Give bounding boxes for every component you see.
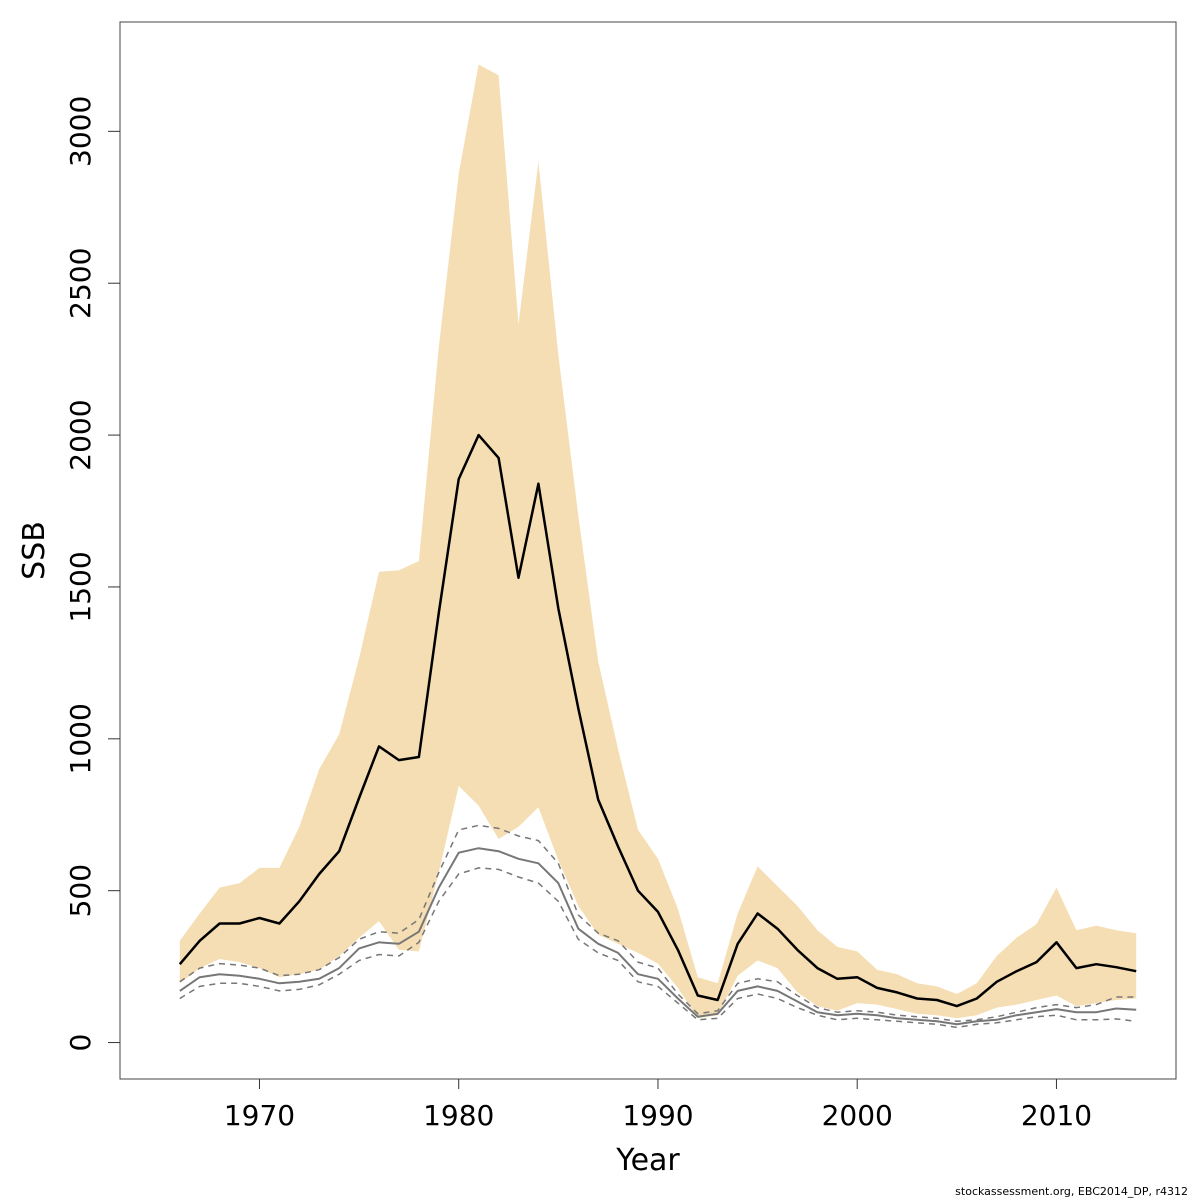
x-tick-label: 2010 bbox=[1021, 1099, 1092, 1132]
secondary-upper-line bbox=[179, 824, 1137, 1023]
series-lines-layer bbox=[178, 433, 1137, 1029]
x-tick-label: 2000 bbox=[822, 1099, 893, 1132]
y-tick-label: 1500 bbox=[64, 551, 97, 622]
plot-frame bbox=[119, 21, 1177, 1080]
y-tick-label: 2000 bbox=[64, 399, 97, 470]
y-tick-label: 1000 bbox=[64, 703, 97, 774]
x-tick-label: 1990 bbox=[622, 1099, 693, 1132]
y-tick-label: 0 bbox=[64, 1034, 97, 1052]
footer-credit: stockassessment.org, EBC2014_DP, r4312 bbox=[955, 1185, 1188, 1198]
confidence-band-layer bbox=[179, 64, 1137, 1019]
x-tick-label: 1980 bbox=[423, 1099, 494, 1132]
confidence-band bbox=[179, 64, 1137, 1019]
x-axis-title: Year bbox=[615, 1143, 680, 1178]
ssb-estimate-line bbox=[178, 433, 1137, 1008]
y-tick-label: 2500 bbox=[64, 248, 97, 319]
secondary-lower-line bbox=[179, 867, 1137, 1029]
y-axis: 0 500 1000 1500 2000 2500 3000 bbox=[64, 96, 120, 1052]
secondary-estimate-line bbox=[179, 847, 1137, 1026]
x-tick-label: 1970 bbox=[224, 1099, 295, 1132]
x-axis: 1970 1980 1990 2000 2010 bbox=[224, 1079, 1092, 1132]
y-tick-label: 500 bbox=[64, 864, 97, 917]
y-tick-label: 3000 bbox=[64, 96, 97, 167]
y-axis-title: SSB bbox=[17, 521, 52, 580]
